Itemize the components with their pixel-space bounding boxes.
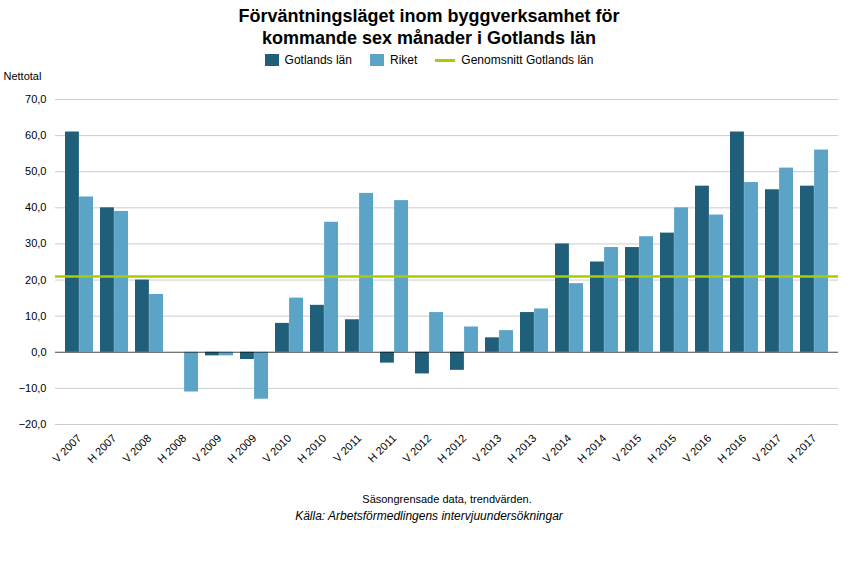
html-text:Gotlands län: Gotlands län xyxy=(284,53,352,68)
svg-text:Nettotal: Nettotal xyxy=(4,70,42,82)
svg-text:Säsongrensade data, trendvärde: Säsongrensade data, trendvärden. xyxy=(362,493,531,505)
svg-text:H 2017: H 2017 xyxy=(785,432,819,466)
svg-text:V 2016: V 2016 xyxy=(680,432,713,465)
svg-text:H 2010: H 2010 xyxy=(295,432,329,466)
svg-text:V 2009: V 2009 xyxy=(190,432,223,465)
svg-text:V 2013: V 2013 xyxy=(470,432,503,465)
svg-text:0,0: 0,0 xyxy=(31,346,46,358)
svg-text:30,0: 30,0 xyxy=(25,238,46,250)
svg-text:V 2008: V 2008 xyxy=(120,432,153,465)
svg-text:H 2014: H 2014 xyxy=(575,432,609,466)
html-text:Riket: Riket xyxy=(390,53,418,68)
svg-text:H 2013: H 2013 xyxy=(505,432,539,466)
svg-text:V 2012: V 2012 xyxy=(400,432,433,465)
svg-text:V 2014: V 2014 xyxy=(540,432,573,465)
svg-text:V 2015: V 2015 xyxy=(610,432,643,465)
svg-text:H 2011: H 2011 xyxy=(365,432,398,465)
svg-text:50,0: 50,0 xyxy=(25,165,46,177)
svg-text:V 2017: V 2017 xyxy=(750,432,783,465)
svg-text:20,0: 20,0 xyxy=(25,274,46,286)
svg-text:H 2008: H 2008 xyxy=(155,432,189,466)
svg-text:−10,0: −10,0 xyxy=(19,382,47,394)
svg-text:V 2010: V 2010 xyxy=(260,432,293,465)
html-text:Källa: Arbetsförmedlingens int: Källa: Arbetsförmedlingens intervjuunder… xyxy=(295,509,563,524)
svg-text:40,0: 40,0 xyxy=(25,202,46,214)
html-text:Genomsnitt Gotlands län: Genomsnitt Gotlands län xyxy=(461,53,594,68)
svg-text:H 2009: H 2009 xyxy=(225,432,259,466)
svg-text:70,0: 70,0 xyxy=(25,93,46,105)
svg-text:H 2016: H 2016 xyxy=(715,432,749,466)
svg-text:H 2012: H 2012 xyxy=(435,432,469,466)
html-text:Förväntningsläget inom byggver: Förväntningsläget inom byggverksamhet fö… xyxy=(238,6,620,48)
svg-text:V 2007: V 2007 xyxy=(50,432,83,465)
svg-text:−20,0: −20,0 xyxy=(19,418,47,430)
svg-text:60,0: 60,0 xyxy=(25,129,46,141)
svg-text:V 2011: V 2011 xyxy=(331,432,364,465)
svg-text:H 2007: H 2007 xyxy=(85,432,119,466)
svg-text:H 2015: H 2015 xyxy=(645,432,679,466)
svg-text:10,0: 10,0 xyxy=(25,310,46,322)
